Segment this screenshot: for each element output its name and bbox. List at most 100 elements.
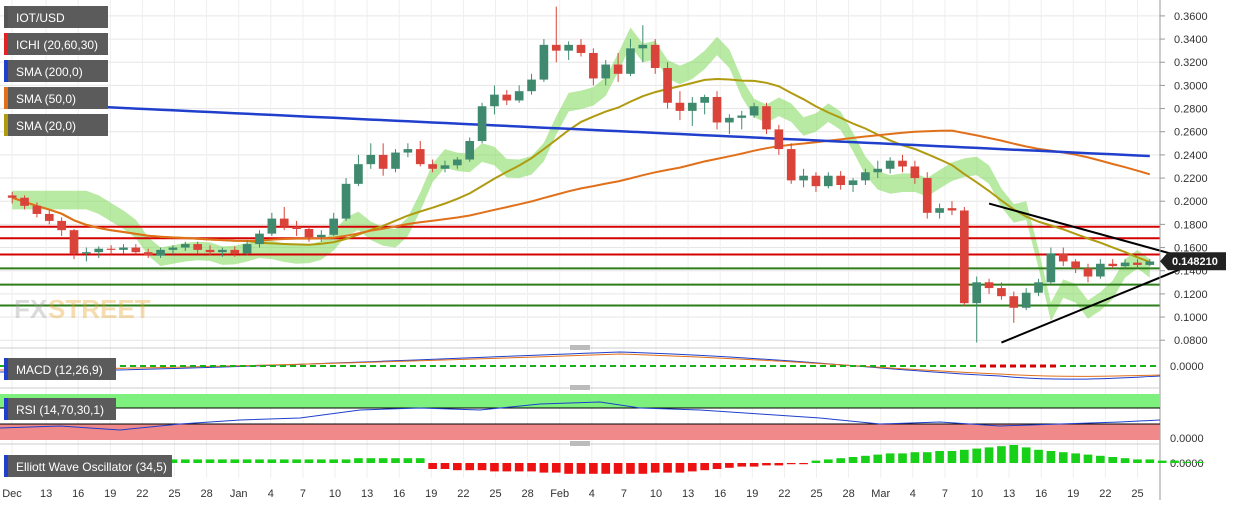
ewo-bar <box>1071 453 1080 463</box>
candle-body <box>403 149 413 153</box>
candle-body <box>700 96 709 103</box>
candle-body <box>316 234 326 238</box>
indicator-label-text: SMA (20,0) <box>16 119 76 133</box>
x-tick-label: 13 <box>40 488 52 500</box>
indicator-label: SMA (200,0) <box>4 60 108 82</box>
candle-body <box>428 164 437 169</box>
y-tick-label: 0.1600 <box>1174 243 1208 255</box>
indicator-lines <box>11 77 1151 263</box>
panel-tick-label: 0.0000 <box>1170 458 1204 470</box>
x-tick-label: 7 <box>300 488 306 500</box>
candle-body <box>527 79 536 92</box>
panel-label: RSI (14,70,30,1) <box>4 398 116 420</box>
x-tick-label: 4 <box>589 488 595 500</box>
x-tick-label: 25 <box>168 488 180 500</box>
candle-body <box>539 44 549 80</box>
candle-body <box>465 140 475 160</box>
ewo-bar <box>1096 455 1105 463</box>
ewo-bar <box>972 448 982 463</box>
panel-label-text: MACD (12,26,9) <box>16 363 103 377</box>
panel-resize-handle <box>570 441 590 446</box>
x-tick-label: Feb <box>550 488 569 500</box>
ewo-bar <box>514 463 524 472</box>
candle-body <box>626 48 635 74</box>
ewo-bar <box>415 458 425 463</box>
panel-label-bg <box>4 358 116 380</box>
rsi-oversold-zone <box>0 424 1160 440</box>
indicator-label-bg <box>4 33 108 55</box>
ewo-bar <box>1194 461 1204 463</box>
ewo-bar <box>786 463 796 465</box>
x-tick-label: 16 <box>1035 488 1047 500</box>
symbol-label-marker <box>4 6 8 28</box>
candle-body <box>749 106 759 116</box>
ewo-bar <box>1120 458 1130 463</box>
ewo-bar <box>885 453 895 463</box>
ewo-bar <box>255 459 264 463</box>
candle-body <box>1096 263 1105 277</box>
candle-body <box>922 178 932 213</box>
candle-body <box>168 247 178 250</box>
candle-body <box>156 249 165 256</box>
indicator-color-marker <box>4 87 8 109</box>
x-tick-label: 19 <box>425 488 437 500</box>
y-tick-label: 0.1800 <box>1174 219 1208 231</box>
x-tick-label: 22 <box>1099 488 1111 500</box>
candle-body <box>193 244 202 250</box>
candle-body <box>267 218 277 234</box>
ewo-bar <box>576 463 586 474</box>
ewo-bar <box>453 463 462 471</box>
candle-body <box>836 175 846 186</box>
ewo-bar <box>712 463 722 469</box>
y-tick-label: 0.2600 <box>1174 127 1208 139</box>
x-tick-label: 13 <box>361 488 373 500</box>
symbol-label-bg <box>4 6 108 28</box>
candle-body <box>292 226 301 230</box>
ewo-bar <box>910 452 920 463</box>
indicator-color-marker <box>4 114 8 136</box>
ewo-bar <box>725 463 734 468</box>
ewo-bar <box>601 463 611 474</box>
candle-body <box>762 106 771 130</box>
indicator-panels <box>0 345 1204 474</box>
indicator-labels[interactable]: IOT/USD ICHI (20,60,30) SMA (200,0) SMA (50… <box>4 6 172 477</box>
candle-body <box>601 64 611 79</box>
ewo-bar <box>267 459 277 463</box>
candles <box>7 6 1155 343</box>
y-tick-label: 0.2400 <box>1174 150 1208 162</box>
ewo-bar <box>960 449 969 463</box>
ewo-bar <box>366 458 376 463</box>
candle-body <box>823 175 833 187</box>
candle-body <box>32 205 42 214</box>
candle-body <box>712 96 722 123</box>
current-price-tag: 0.148210 <box>1160 252 1226 271</box>
candle-body <box>242 244 252 254</box>
candle-body <box>1120 262 1130 267</box>
x-tick-label: 13 <box>682 488 694 500</box>
logo-fx: FX <box>14 294 48 324</box>
ewo-bar <box>898 453 907 463</box>
ewo-bar <box>403 458 413 463</box>
indicator-color-marker <box>4 60 8 82</box>
ewo-bar <box>465 463 475 471</box>
panel-color-marker <box>4 358 8 380</box>
trendline <box>988 202 1200 263</box>
candle-body <box>391 152 400 169</box>
candle-body <box>613 64 623 74</box>
fxstreet-logo: FX STREET <box>14 294 151 324</box>
candle-body <box>378 154 388 169</box>
x-tick-label: 7 <box>621 488 627 500</box>
ewo-bar <box>329 459 339 463</box>
ewo-bar <box>922 452 932 463</box>
ewo-bar <box>316 459 326 463</box>
candle-body <box>230 249 240 254</box>
x-tick-label: Mar <box>871 488 890 500</box>
ewo-bar <box>626 463 635 474</box>
panel-color-marker <box>4 398 8 420</box>
candle-body <box>972 282 982 304</box>
candle-body <box>354 164 363 184</box>
ewo-bar <box>193 459 202 463</box>
candle-body <box>477 106 487 141</box>
ewo-bar <box>650 463 660 473</box>
candle-body <box>725 117 734 123</box>
